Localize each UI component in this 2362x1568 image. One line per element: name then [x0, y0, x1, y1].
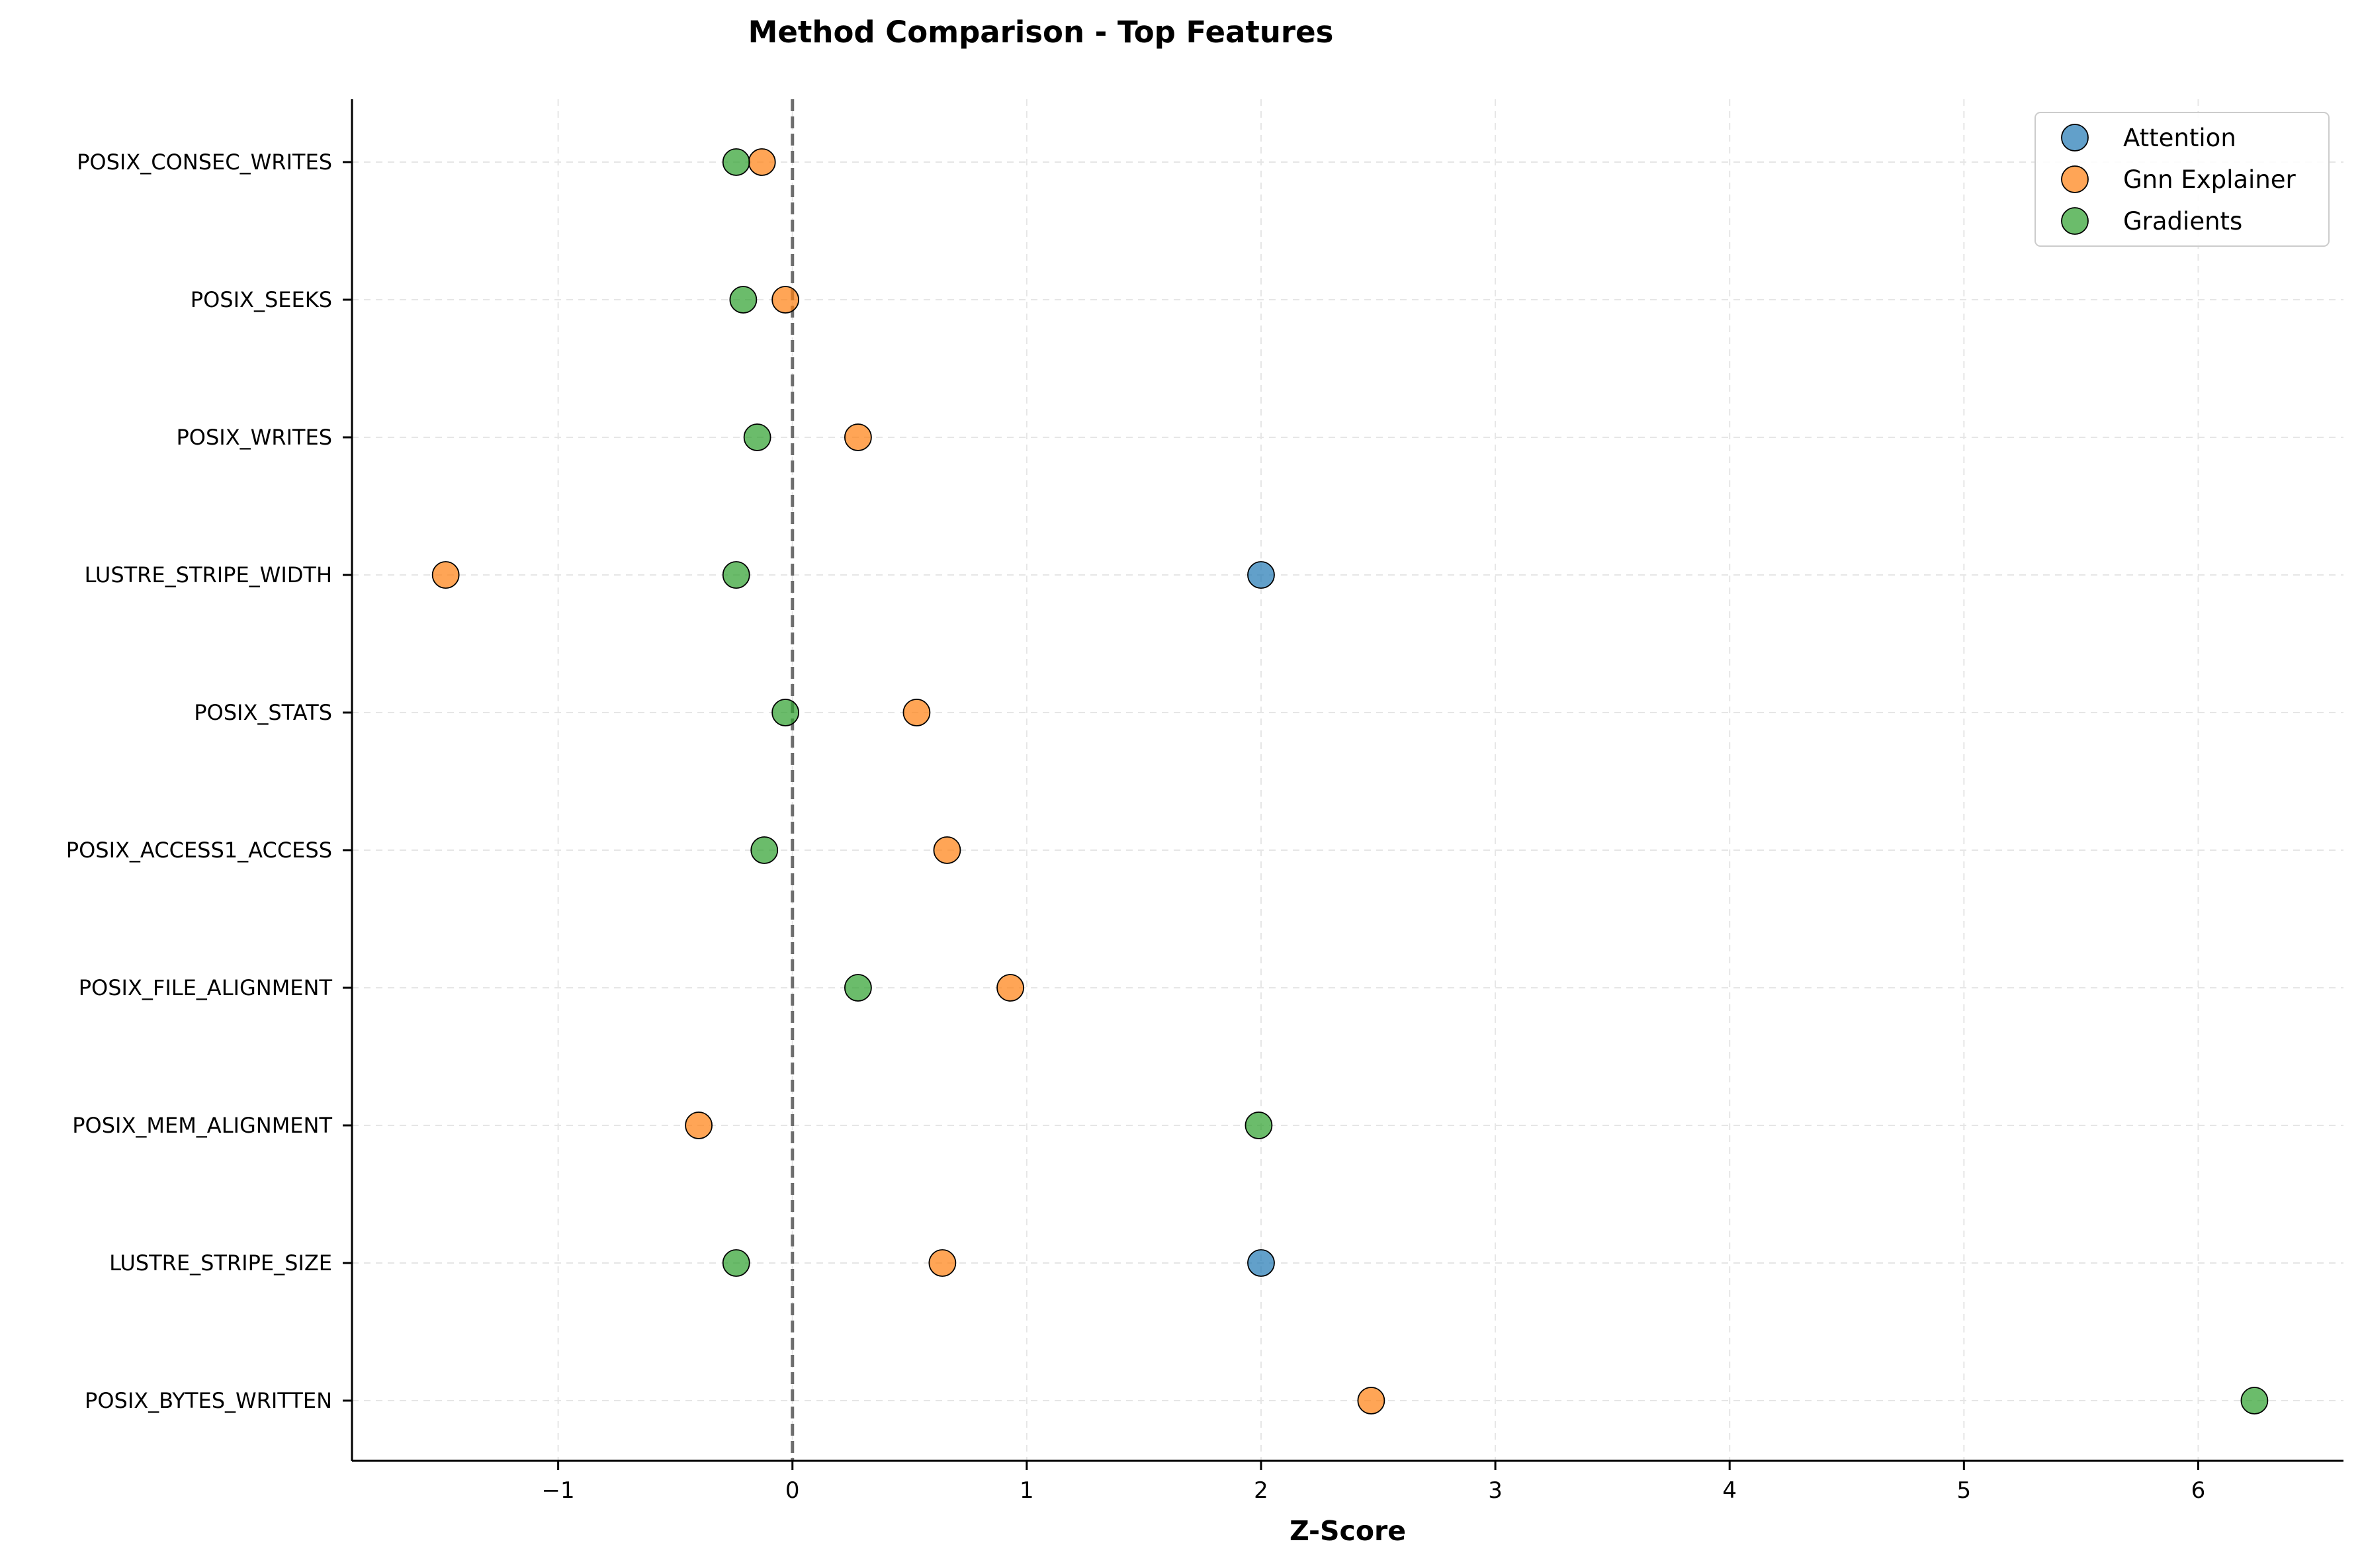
y-axis-ticks: POSIX_CONSEC_WRITES POSIX_SEEKS POSIX_WRIT…	[66, 150, 352, 1413]
point-gnn-explainer	[748, 148, 776, 176]
y-tick-label: POSIX_SEEKS	[191, 287, 332, 312]
point-gnn-explainer	[928, 1249, 957, 1277]
legend-marker-gradients	[2061, 207, 2089, 235]
x-tick-label: 3	[1488, 1477, 1503, 1504]
legend-marker-gnn-explainer	[2061, 165, 2089, 193]
legend-box	[2034, 112, 2330, 247]
point-gnn-explainer	[996, 974, 1024, 1002]
point-gradients	[729, 286, 758, 314]
point-gnn-explainer	[933, 836, 961, 864]
chart-title: Method Comparison - Top Features	[748, 15, 1334, 50]
point-gradients	[844, 974, 872, 1002]
point-attention	[1247, 561, 1275, 589]
x-tick-label: 1	[1020, 1477, 1034, 1504]
point-gnn-explainer	[431, 561, 460, 589]
y-tick-label: POSIX_MEM_ALIGNMENT	[72, 1113, 332, 1138]
point-gnn-explainer	[844, 423, 872, 451]
y-tick-label: POSIX_FILE_ALIGNMENT	[79, 975, 333, 1000]
axes	[351, 99, 2343, 1462]
y-tick-label: POSIX_ACCESS1_ACCESS	[66, 838, 332, 863]
point-gradients	[2240, 1387, 2269, 1415]
y-tick-label: POSIX_BYTES_WRITTEN	[85, 1388, 332, 1413]
y-tick-label: POSIX_STATS	[194, 700, 332, 725]
legend-marker-attention	[2061, 124, 2089, 152]
legend-label-gradients: Gradients	[2123, 207, 2242, 236]
x-tick-label: 5	[1957, 1477, 1972, 1504]
x-tick-label: −1	[542, 1477, 575, 1504]
x-tick-label: 0	[785, 1477, 800, 1504]
y-tick-label: LUSTRE_STRIPE_SIZE	[109, 1250, 332, 1276]
x-tick-label: 4	[1722, 1477, 1737, 1504]
y-tick-label: LUSTRE_STRIPE_WIDTH	[85, 562, 332, 588]
legend-label-gnn-explainer: Gnn Explainer	[2123, 165, 2296, 194]
point-gradients	[743, 423, 771, 451]
point-gnn-explainer	[685, 1111, 713, 1139]
point-gradients	[722, 1249, 750, 1277]
legend-label-attention: Attention	[2123, 124, 2236, 152]
x-tick-label: 6	[2191, 1477, 2206, 1504]
point-gnn-explainer	[771, 286, 800, 314]
point-gnn-explainer	[1357, 1387, 1385, 1415]
x-axis-ticks: −1 0 1 2 3 4 5 6	[542, 1461, 2206, 1504]
point-gradients	[722, 561, 750, 589]
point-gradients	[771, 699, 800, 726]
x-axis-label: Z-Score	[1290, 1515, 1406, 1547]
x-tick-label: 2	[1254, 1477, 1268, 1504]
point-gnn-explainer	[902, 699, 931, 726]
point-gradients	[750, 836, 779, 864]
data-points	[431, 148, 2269, 1415]
grid	[352, 99, 2343, 1461]
point-attention	[1247, 1249, 1275, 1277]
legend: Attention Gnn Explainer Gradients	[2034, 112, 2330, 247]
point-gradients	[1245, 1111, 1273, 1139]
y-tick-label: POSIX_CONSEC_WRITES	[77, 150, 332, 175]
point-gradients	[722, 148, 750, 176]
y-tick-label: POSIX_WRITES	[176, 425, 332, 450]
